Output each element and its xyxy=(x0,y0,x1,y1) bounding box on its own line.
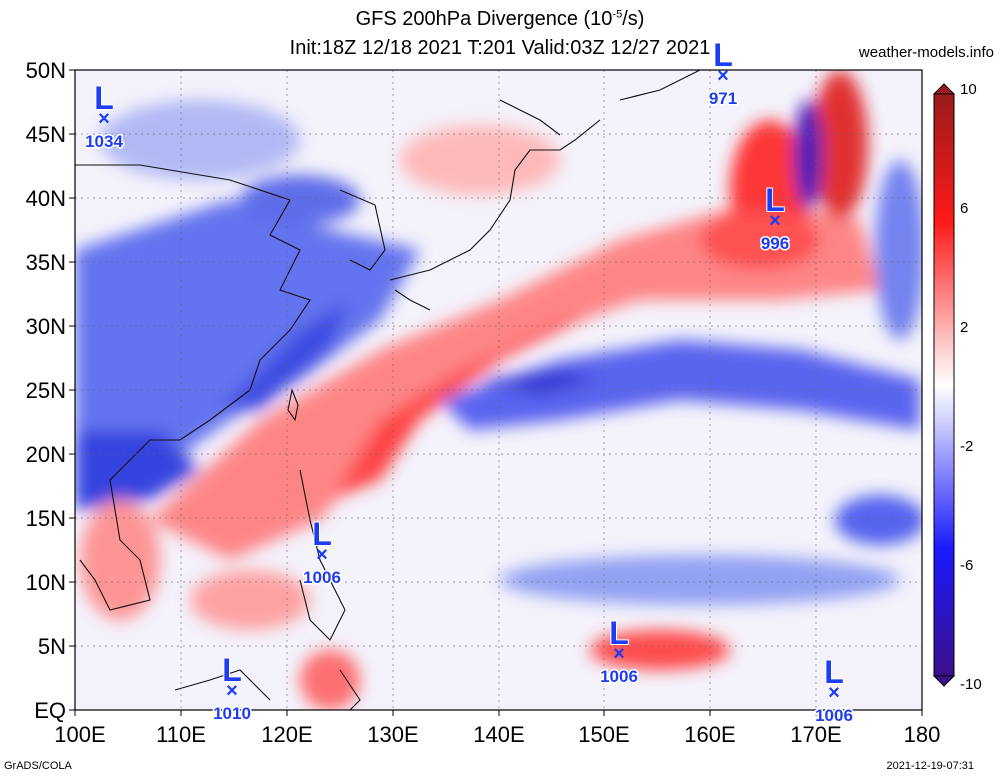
lat-label: 25N xyxy=(26,378,66,403)
cross-icon: × xyxy=(769,210,781,232)
low-marker: L × 1006 xyxy=(599,614,640,688)
chart-title: GFS 200hPa Divergence (10-5/s) xyxy=(355,8,645,30)
graticule xyxy=(75,70,922,710)
low-pressure-value: 971 xyxy=(709,89,737,108)
low-marker: L × 996 xyxy=(759,181,790,255)
low-markers: L × 1034 L × 971 L × 996 L × 1006 L × 10… xyxy=(84,36,855,727)
lat-label: 20N xyxy=(26,442,66,467)
colorbar-tick: 10 xyxy=(960,81,977,98)
cross-icon: × xyxy=(828,682,840,704)
colorbar-tick: -2 xyxy=(960,438,973,455)
lat-label: EQ xyxy=(34,698,66,723)
lon-label: 120E xyxy=(261,722,312,747)
lat-label: 5N xyxy=(38,634,66,659)
cross-icon: × xyxy=(98,108,110,130)
low-symbol: L xyxy=(94,80,114,116)
low-symbol: L xyxy=(824,654,844,690)
colorbar-tick: -10 xyxy=(960,676,982,693)
site-credit: weather-models.info xyxy=(858,44,994,61)
cross-icon: × xyxy=(226,680,238,702)
low-symbol: L xyxy=(312,516,332,552)
footer-timestamp: 2021-12-19-07:31 xyxy=(886,760,974,772)
colorbar-bottom-arrow xyxy=(932,675,956,687)
cross-icon: × xyxy=(717,65,729,87)
lon-label: 100E xyxy=(54,722,105,747)
low-marker: L × 1010 xyxy=(212,651,253,725)
cross-icon: × xyxy=(316,544,328,566)
lon-label: 170E xyxy=(790,722,841,747)
low-symbol: L xyxy=(713,37,733,73)
lon-label: 140E xyxy=(473,722,524,747)
low-pressure-value: 1010 xyxy=(213,704,251,723)
low-marker: L × 1006 xyxy=(302,515,343,589)
footer-credit: GrADS/COLA xyxy=(4,760,72,772)
lon-label: 180 xyxy=(904,722,941,747)
low-symbol: L xyxy=(609,615,629,651)
low-symbol: L xyxy=(222,652,242,688)
lon-label: 130E xyxy=(367,722,418,747)
low-pressure-value: 1034 xyxy=(85,132,123,151)
lat-label: 50N xyxy=(26,58,66,83)
low-marker: L × 1006 xyxy=(814,653,855,727)
colorbar-tick: 2 xyxy=(960,319,968,336)
lon-label: 110E xyxy=(156,722,206,747)
colorbar-tick: 6 xyxy=(960,200,968,217)
low-pressure-value: 1006 xyxy=(600,667,638,686)
axis-ticks xyxy=(69,69,923,716)
low-symbol: L xyxy=(765,182,785,218)
colorbar-tick: -6 xyxy=(960,557,973,574)
colorbar-top-arrow xyxy=(932,83,956,95)
lon-label: 150E xyxy=(578,722,629,747)
lat-label: 35N xyxy=(26,250,66,275)
low-pressure-value: 1006 xyxy=(815,706,853,725)
low-pressure-value: 996 xyxy=(761,234,789,253)
chart-subtitle: Init:18Z 12/18 2021 T:201 Valid:03Z 12/2… xyxy=(289,37,711,59)
cross-icon: × xyxy=(613,643,625,665)
lon-label: 160E xyxy=(684,722,735,747)
lat-label: 10N xyxy=(26,570,66,595)
colorbar-scale xyxy=(933,93,955,677)
lat-label: 30N xyxy=(26,314,66,339)
colorbar: 10 6 2 -2 -6 -10 xyxy=(932,81,982,693)
low-pressure-value: 1006 xyxy=(303,568,341,587)
low-marker: L × 971 xyxy=(707,36,738,110)
low-marker: L × 1034 xyxy=(84,79,125,153)
lat-label: 40N xyxy=(26,186,66,211)
lat-label: 45N xyxy=(26,122,66,147)
lat-label: 15N xyxy=(26,506,66,531)
coastlines xyxy=(75,70,701,710)
